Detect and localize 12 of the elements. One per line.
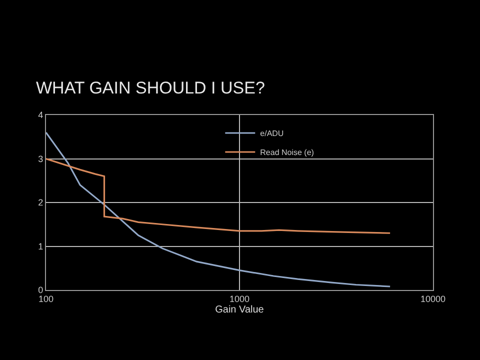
y-tick-label: 4: [38, 110, 44, 120]
y-tick-label: 3: [38, 154, 44, 164]
x-tick-label: 1000: [229, 294, 250, 304]
y-tick-label: 0: [38, 285, 44, 296]
y-tick-label: 2: [38, 198, 44, 208]
legend-label: Read Noise (e): [260, 148, 314, 158]
legend-label: e/ADU: [260, 129, 284, 138]
x-axis-title: Gain Value: [215, 304, 264, 316]
y-tick-label: 1: [38, 241, 44, 252]
x-tick-label: 10000: [420, 294, 446, 304]
chart-title: WHAT GAIN SHOULD I USE?: [36, 78, 265, 98]
x-tick-label: 100: [38, 294, 54, 304]
